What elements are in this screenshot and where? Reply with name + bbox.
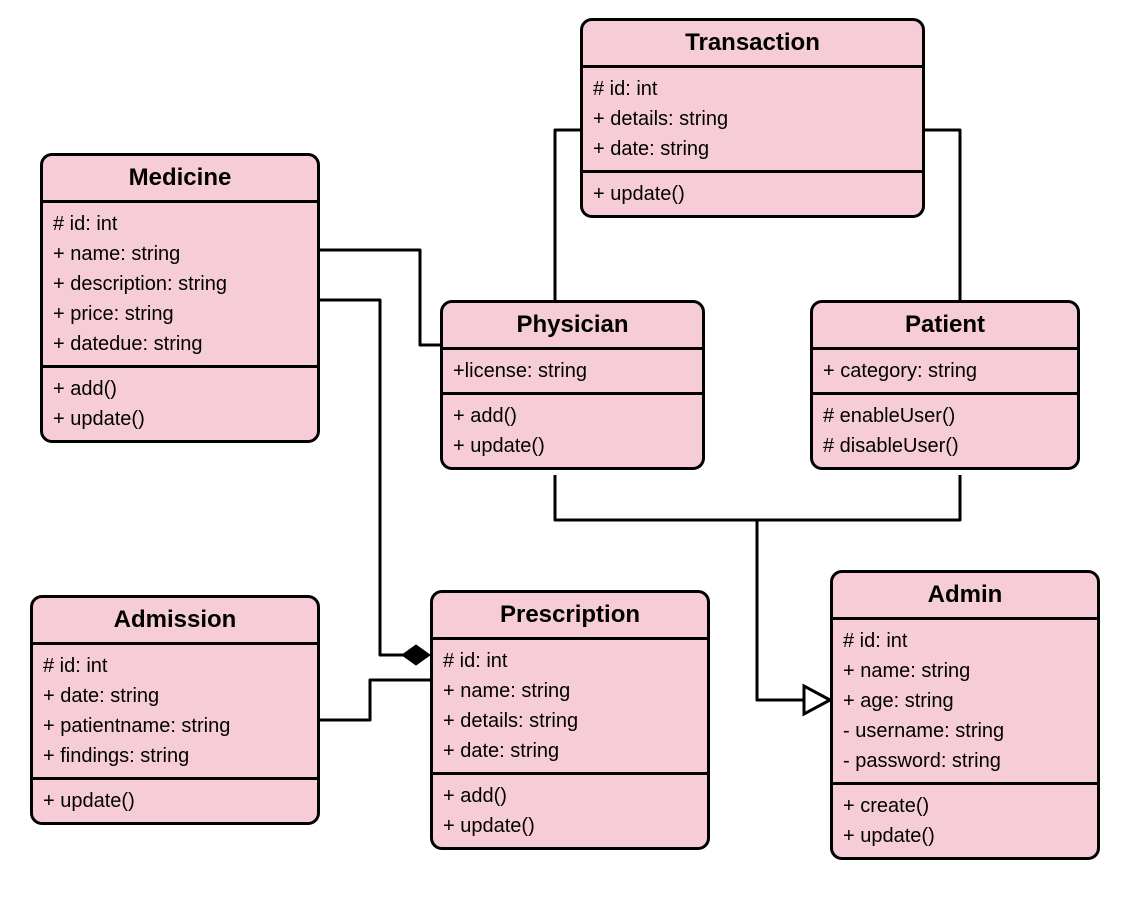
class-title: Admission: [33, 598, 317, 645]
method-line: + add(): [453, 401, 692, 431]
uml-canvas: Transaction# id: int+ details: string+ d…: [0, 0, 1129, 900]
attribute-line: + datedue: string: [53, 329, 307, 359]
class-prescription: Prescription# id: int+ name: string+ det…: [430, 590, 710, 850]
class-title: Patient: [813, 303, 1077, 350]
method-line: + update(): [453, 431, 692, 461]
method-line: # enableUser(): [823, 401, 1067, 431]
attribute-line: # id: int: [43, 651, 307, 681]
attribute-line: # id: int: [843, 626, 1087, 656]
method-line: # disableUser(): [823, 431, 1067, 461]
attribute-line: + price: string: [53, 299, 307, 329]
class-methods: + update(): [583, 173, 922, 215]
class-methods: # enableUser()# disableUser(): [813, 395, 1077, 467]
class-attributes: +license: string: [443, 350, 702, 395]
edge-physician-transaction: [555, 130, 580, 300]
method-line: + update(): [843, 821, 1087, 851]
attribute-line: + findings: string: [43, 741, 307, 771]
attribute-line: + details: string: [593, 104, 912, 134]
attribute-line: + name: string: [843, 656, 1087, 686]
attribute-line: + date: string: [593, 134, 912, 164]
class-attributes: # id: int+ name: string+ age: string- us…: [833, 620, 1097, 785]
class-medicine: Medicine# id: int+ name: string+ descrip…: [40, 153, 320, 443]
method-line: + update(): [53, 404, 307, 434]
class-attributes: # id: int+ details: string+ date: string: [583, 68, 922, 173]
class-methods: + add()+ update(): [43, 368, 317, 440]
class-attributes: # id: int+ name: string+ details: string…: [433, 640, 707, 775]
class-title: Physician: [443, 303, 702, 350]
class-patient: Patient + category: string # enableUser()#…: [810, 300, 1080, 470]
class-attributes: # id: int+ date: string+ patientname: st…: [33, 645, 317, 780]
edge-join-to-admin: [757, 520, 804, 700]
class-attributes: # id: int+ name: string+ description: st…: [43, 203, 317, 368]
method-line: + update(): [593, 179, 912, 209]
class-methods: + add()+ update(): [443, 395, 702, 467]
class-title: Medicine: [43, 156, 317, 203]
attribute-line: + patientname: string: [43, 711, 307, 741]
class-title: Transaction: [583, 21, 922, 68]
attribute-line: - password: string: [843, 746, 1087, 776]
class-title: Prescription: [433, 593, 707, 640]
class-physician: Physician +license: string + add()+ update…: [440, 300, 705, 470]
attribute-line: + date: string: [443, 736, 697, 766]
method-line: + update(): [43, 786, 307, 816]
class-methods: + update(): [33, 780, 317, 822]
attribute-line: + age: string: [843, 686, 1087, 716]
attribute-line: + category: string: [823, 356, 1067, 386]
attribute-line: + details: string: [443, 706, 697, 736]
class-title: Admin: [833, 573, 1097, 620]
class-methods: + create()+ update(): [833, 785, 1097, 857]
attribute-line: # id: int: [593, 74, 912, 104]
attribute-line: # id: int: [53, 209, 307, 239]
edge-medicine-physician: [320, 250, 440, 345]
edge-physician-patient-join: [555, 475, 960, 520]
attribute-line: + name: string: [443, 676, 697, 706]
class-admin: Admin# id: int+ name: string+ age: strin…: [830, 570, 1100, 860]
class-transaction: Transaction# id: int+ details: string+ d…: [580, 18, 925, 218]
attribute-line: + name: string: [53, 239, 307, 269]
method-line: + add(): [53, 374, 307, 404]
method-line: + update(): [443, 811, 697, 841]
class-attributes: + category: string: [813, 350, 1077, 395]
edge-medicine-prescription: [320, 300, 404, 655]
attribute-line: + date: string: [43, 681, 307, 711]
attribute-line: +license: string: [453, 356, 692, 386]
composition-diamond-icon: [402, 645, 430, 665]
class-admission: Admission# id: int+ date: string+ patien…: [30, 595, 320, 825]
method-line: + add(): [443, 781, 697, 811]
edge-patient-transaction: [925, 130, 960, 300]
edge-admission-prescription: [320, 680, 430, 720]
generalization-arrow-icon: [804, 686, 830, 714]
attribute-line: + description: string: [53, 269, 307, 299]
method-line: + create(): [843, 791, 1087, 821]
class-methods: + add()+ update(): [433, 775, 707, 847]
attribute-line: # id: int: [443, 646, 697, 676]
attribute-line: - username: string: [843, 716, 1087, 746]
